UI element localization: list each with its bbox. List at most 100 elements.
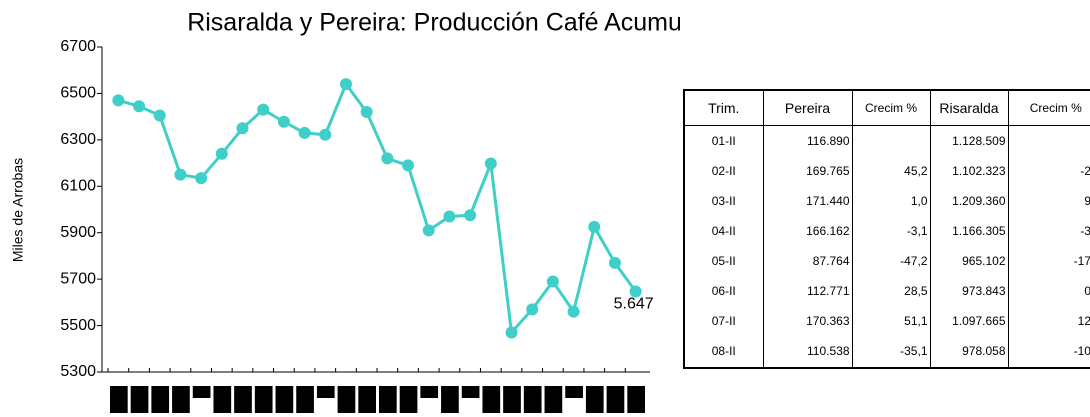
y-tick-label: 6700	[60, 38, 96, 55]
x-label-block	[337, 386, 356, 413]
chart-title: Risaralda y Pereira: Producción Café Acu…	[187, 9, 680, 37]
table-cell	[851, 125, 930, 157]
x-label-block	[358, 386, 376, 413]
table-cell: 110.538	[762, 335, 852, 368]
x-label-block	[544, 386, 563, 413]
x-label-block	[316, 386, 335, 398]
table-cell: -17,3	[1007, 246, 1090, 277]
table-cell: 978.058	[929, 335, 1008, 368]
table-cell: 1.097.665	[929, 306, 1008, 336]
marker	[277, 115, 290, 128]
table-row: 01-II 116.890 1.128.509	[684, 125, 1090, 157]
table-cell: 01-II	[711, 134, 736, 149]
x-label-block	[296, 386, 314, 413]
table-cell: 171.440	[762, 186, 852, 217]
marker	[526, 303, 539, 316]
table-cell: 973.843	[929, 276, 1008, 306]
x-label-block	[234, 386, 252, 413]
table-cell: 45,2	[851, 156, 930, 187]
table-cell: 1.209.360	[929, 186, 1008, 217]
marker	[133, 100, 146, 113]
header-row: Trim. Pereira Crecim % Risaralda Crecim %	[684, 90, 1090, 126]
table-cell: 170.363	[762, 306, 852, 336]
table-cell: 51,1	[851, 306, 930, 336]
chart: Risaralda y Pereira: Producción Café Acu…	[10, 9, 680, 413]
line	[117, 81, 637, 337]
table-cell: 116.890	[762, 125, 852, 157]
table-cell: -3,1	[851, 216, 930, 247]
marker	[464, 209, 477, 222]
table-cell: -47,2	[851, 246, 930, 277]
marker	[174, 168, 187, 181]
table-cell: 112.771	[762, 276, 852, 306]
marker	[257, 103, 270, 116]
x-label-block	[585, 386, 604, 413]
y-axis-label: Miles de Arrobas	[10, 158, 26, 262]
data-label: 5.647	[614, 296, 654, 313]
y-tick-label: 6500	[60, 85, 96, 102]
table-cell: 03-II	[711, 194, 736, 209]
table-container: Trim. Pereira Crecim % Risaralda Crecim % 01…	[683, 89, 1090, 371]
x-label-block	[110, 386, 128, 413]
x-label-block	[420, 386, 439, 398]
marker	[629, 285, 642, 298]
marker	[546, 275, 559, 288]
table-cell	[1007, 125, 1090, 157]
table-cell: 02-II	[711, 164, 736, 179]
table-cell: 04-II	[711, 224, 736, 239]
table-cell: 08-II	[711, 344, 736, 359]
x-label-block	[523, 386, 542, 413]
table-cell: 07-II	[711, 313, 736, 328]
table-cell: 169.765	[762, 156, 852, 187]
marker	[608, 256, 621, 269]
table-cell: 965.102	[929, 246, 1008, 277]
table-cell: -3,6	[1007, 216, 1090, 247]
table-cell: 0,9	[1007, 276, 1090, 306]
table-cell: 05-II	[711, 254, 736, 269]
y-tick-label: 6300	[60, 131, 96, 148]
x-label-block	[151, 386, 170, 413]
marker	[422, 224, 435, 237]
x-label-block	[213, 386, 232, 413]
x-label-block	[606, 386, 625, 413]
table-cell: 1.102.323	[929, 156, 1008, 187]
x-label-block	[441, 386, 459, 413]
marker	[112, 94, 125, 107]
marker	[195, 172, 208, 185]
x-label-block	[254, 386, 273, 413]
marker	[215, 147, 228, 160]
table-cell: 12,7	[1007, 306, 1090, 336]
header-cell: Trim.	[684, 90, 763, 126]
x-label-block	[172, 386, 190, 413]
marker	[360, 106, 373, 118]
table-body: 01-II 116.890 1.128.509 02-II 169.765 45,2 1.1…	[684, 125, 1090, 368]
marker	[298, 126, 311, 139]
y-tick-label: 5300	[60, 363, 96, 380]
table-cell: 1.128.509	[929, 125, 1008, 157]
x-label-block	[399, 386, 418, 413]
table: Trim. Pereira Crecim % Risaralda Crecim % 01…	[683, 89, 1090, 369]
x-label-block	[565, 386, 583, 398]
marker	[153, 109, 166, 122]
header-cell: Crecim %	[1007, 90, 1090, 126]
table-cell: 87.764	[762, 246, 852, 277]
marker	[319, 128, 332, 141]
y-tick-label: 6100	[60, 178, 96, 195]
table-cell: 1.166.305	[929, 216, 1008, 247]
header-cell: Risaralda	[929, 90, 1008, 126]
x-label-block	[130, 386, 149, 413]
x-label-block	[482, 386, 501, 413]
table-cell: 166.162	[762, 216, 852, 247]
x-label-block	[503, 386, 521, 413]
marker	[505, 326, 518, 339]
x-label-block	[627, 386, 645, 413]
x-label-block	[275, 386, 294, 413]
x-label-block	[379, 386, 397, 413]
y-tick-label: 5700	[60, 270, 96, 287]
